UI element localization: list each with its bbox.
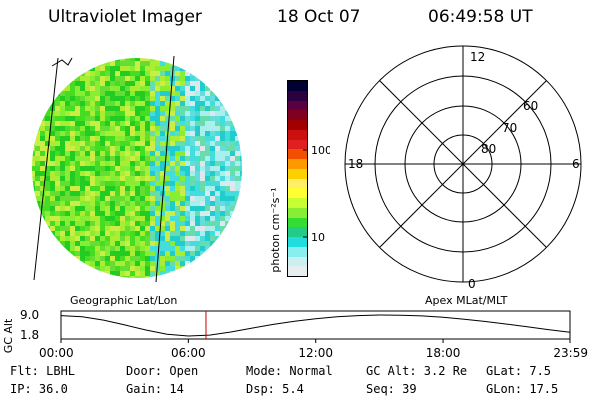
lat-label-80: 80 [481,142,496,156]
longitude-line-right [155,55,175,283]
lat-label-70: 70 [502,121,517,135]
colorbar-segment [288,168,307,179]
uv-disk [32,58,242,278]
longitude-line-left [33,57,59,281]
colorbar-tick-100: 100 [311,144,330,157]
lat-label-60: 60 [523,99,538,113]
colorbar-segment [288,81,307,91]
colorbar-unit-label: photon cm⁻²s⁻¹ [269,187,282,272]
colorbar-segment [288,266,307,276]
timeline-xtick-label: 00:00 [39,346,74,360]
colorbar-segment [288,217,307,228]
timeline-ytick-1-8: 1.8 [20,328,39,342]
mlt-label-6: 6 [572,157,580,171]
timeline-xtick-label: 06:00 [171,346,206,360]
filter-status: Flt: LBHL [10,364,76,378]
geographic-label: Geographic Lat/Lon [70,294,178,307]
mlt-label-12: 12 [470,50,485,64]
timeline-xtick-label: 23:59 [553,346,588,360]
colorbar-segment [288,90,307,101]
polar-plot: 12 18 6 0 80 70 60 [344,45,582,290]
colorbar-segment [288,227,307,237]
timeline-frame [60,310,571,340]
colorbar-segment [288,129,307,140]
colorbar-segment [288,159,307,169]
gain-status: Gain: 14 [126,382,184,396]
colorbar-segment [288,178,307,189]
colorbar-segment [288,207,307,218]
dsp-status: Dsp: 5.4 [246,382,304,396]
time-label: 06:49:58 UT [428,7,533,27]
altitude-timeline: GC Alt 9.0 1.8 00:00 06:00 12:00 18:00 23:59 [2,308,588,360]
colorbar-segment [288,120,307,130]
colorbar-segment [288,198,307,208]
glat-status: GLat: 7.5 [486,364,552,378]
altitude-curve [60,314,571,337]
colorbar-segment [288,139,307,150]
colorbar-segment [288,110,307,120]
timeline-xtick-label: 18:00 [426,346,461,360]
gc-alt-status: GC Alt: 3.2 Re [366,364,468,378]
colorbar-segment [288,149,307,159]
seq-status: Seq: 39 [366,382,417,396]
timeline-xtick-label: 12:00 [298,346,333,360]
mlt-label-0: 0 [468,277,476,290]
colorbar-segment [288,100,307,111]
color-scale [287,80,308,277]
colorbar-segment [288,256,307,267]
glon-status: GLon: 17.5 [486,382,559,396]
colorbar-segment [288,237,307,247]
colorbar-segment [288,188,307,198]
mlt-label-18: 18 [348,157,363,171]
color-scale-axis: photon cm⁻²s⁻¹ 100 10 [269,144,330,273]
date-label: 18 Oct 07 [277,7,361,27]
coastline-fragment [51,57,73,67]
mode-status: Mode: Normal [246,364,333,378]
timeline-ylabel: GC Alt [2,318,15,353]
polar-label: Apex MLat/MLT [425,294,508,307]
timeline-ytick-9: 9.0 [20,308,39,322]
colorbar-tick-10: 10 [311,231,325,244]
ip-status: IP: 36.0 [10,382,68,396]
door-status: Door: Open [126,364,199,378]
colorbar-segment [288,246,307,257]
geographic-image [32,55,242,283]
mlt-line-diag-2 [379,80,547,248]
instrument-title: Ultraviolet Imager [48,7,202,27]
